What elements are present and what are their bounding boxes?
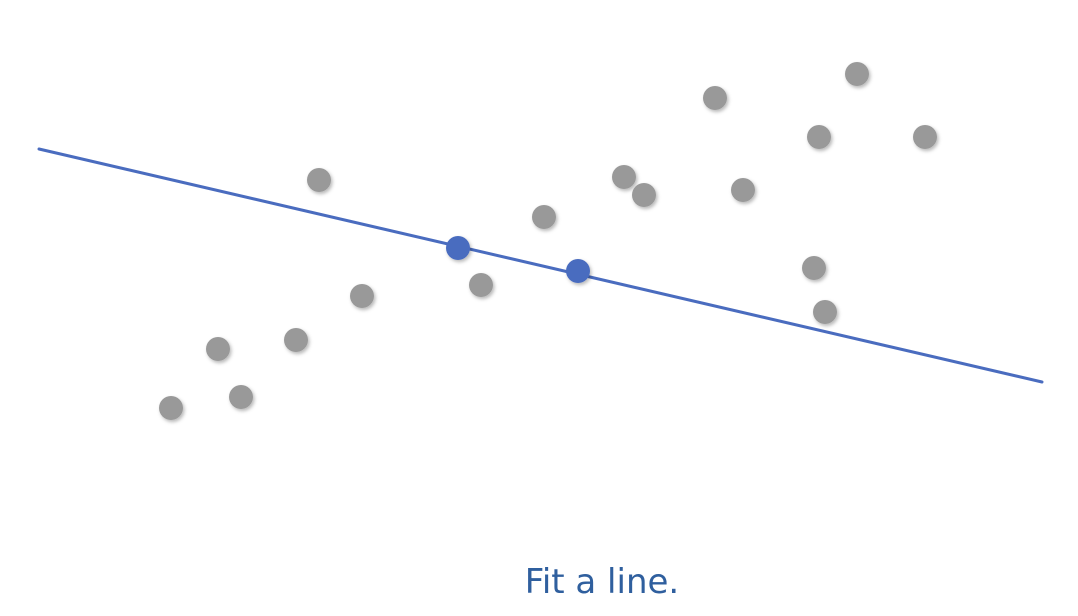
data-point xyxy=(703,86,727,110)
data-points xyxy=(159,62,937,420)
data-point xyxy=(632,183,656,207)
data-point xyxy=(284,328,308,352)
data-point xyxy=(913,125,937,149)
data-point xyxy=(807,125,831,149)
data-point xyxy=(307,168,331,192)
data-point xyxy=(229,385,253,409)
data-point xyxy=(469,273,493,297)
data-point xyxy=(532,205,556,229)
selected-point xyxy=(566,259,590,283)
data-point xyxy=(159,396,183,420)
selected-point xyxy=(446,236,470,260)
data-point xyxy=(802,256,826,280)
data-point xyxy=(813,300,837,324)
data-point xyxy=(731,178,755,202)
data-point xyxy=(350,284,374,308)
caption: Fit a line. xyxy=(524,562,680,602)
data-point xyxy=(612,165,636,189)
data-point xyxy=(845,62,869,86)
data-point xyxy=(206,337,230,361)
fitted-line xyxy=(37,147,1044,384)
